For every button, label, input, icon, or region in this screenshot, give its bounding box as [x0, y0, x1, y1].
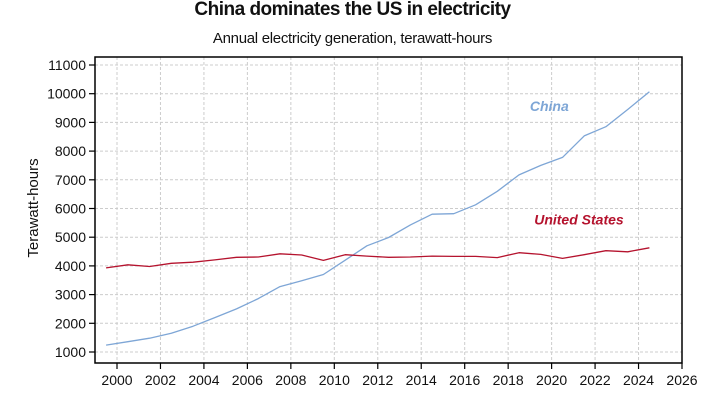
- y-tick-label: 3000: [55, 287, 86, 303]
- x-axis: 2000 2002 2004 2006 2008 2010 2012 2014 2016 2018…: [101, 363, 698, 388]
- series-label-united-states: United States: [534, 211, 624, 227]
- series-group: [105, 91, 650, 346]
- y-tick-label: 8000: [55, 143, 86, 159]
- y-tick-label: 11000: [48, 57, 86, 73]
- series-line-china: [105, 91, 650, 346]
- y-axis-label: Terawatt-hours: [25, 158, 42, 257]
- y-axis: 1000 2000 3000 4000 5000 6000 7000 8000 9000 1000…: [47, 57, 95, 360]
- x-tick-label: 2014: [406, 372, 437, 388]
- grid: [95, 57, 683, 363]
- y-tick-label: 2000: [55, 315, 86, 331]
- x-tick-label: 2010: [319, 372, 350, 388]
- x-tick-label: 2006: [232, 372, 263, 388]
- series-labels: China United States: [530, 98, 624, 227]
- y-tick-label: 7000: [55, 172, 86, 188]
- series-line-united-states: [106, 247, 650, 269]
- y-tick-label: 1000: [55, 344, 86, 360]
- y-tick-label: 10000: [47, 86, 86, 102]
- x-tick-label: 2012: [362, 372, 393, 388]
- x-tick-label: 2002: [145, 372, 176, 388]
- x-tick-label: 2016: [449, 372, 480, 388]
- y-tick-label: 4000: [55, 258, 86, 274]
- chart-title: China dominates the US in electricity: [194, 0, 511, 20]
- y-tick-label: 5000: [55, 229, 86, 245]
- plot-frame: [94, 56, 683, 364]
- x-tick-label: 2020: [536, 372, 567, 388]
- y-tick-label: 9000: [55, 114, 86, 130]
- series-label-china: China: [530, 98, 569, 114]
- chart-subtitle: Annual electricity generation, terawatt-…: [212, 30, 493, 47]
- x-tick-label: 2004: [188, 372, 219, 388]
- x-tick-label: 2000: [101, 372, 132, 388]
- y-tick-label: 6000: [55, 201, 86, 217]
- x-tick-label: 2022: [579, 372, 610, 388]
- x-tick-label: 2026: [666, 372, 697, 388]
- x-tick-label: 2024: [623, 372, 654, 388]
- x-tick-label: 2018: [493, 372, 524, 388]
- x-tick-label: 2008: [275, 372, 306, 388]
